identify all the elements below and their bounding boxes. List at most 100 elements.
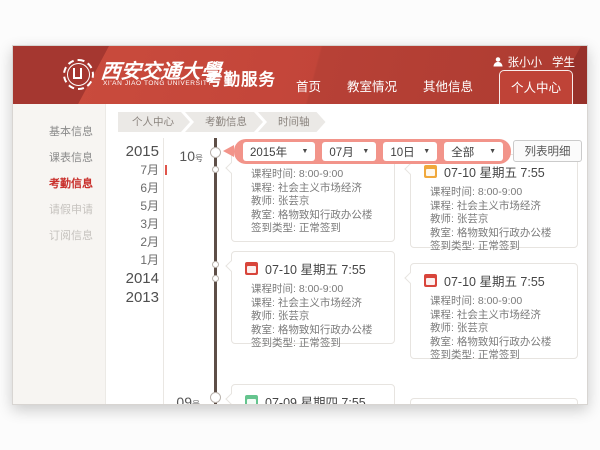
year-select[interactable]: 2015年 ▼ xyxy=(243,142,316,161)
breadcrumb-personal-center[interactable]: 个人中心 xyxy=(118,112,190,132)
user-role: 学生 xyxy=(552,57,575,69)
attendance-app-window: 西安交通大學 XI'AN JIAO TONG UNIVERSITY 考勤服务 张… xyxy=(12,45,588,405)
day-select[interactable]: 10日 ▼ xyxy=(383,142,438,161)
breadcrumb-attendance-info[interactable]: 考勤信息 xyxy=(185,112,263,132)
month-select-value: 07月 xyxy=(329,146,354,159)
card-teacher: 教师: 张芸京 xyxy=(430,213,489,226)
card-course: 课程: 社会主义市场经济 xyxy=(430,308,541,321)
breadcrumb-timeline[interactable]: 时间轴 xyxy=(258,112,326,132)
day-number: 10 xyxy=(179,148,195,164)
university-name-en: XI'AN JIAO TONG UNIVERSITY xyxy=(103,80,213,87)
attendance-card[interactable]: 课程时间: 8:00-9:00 课程: 社会主义市场经济 教师: 张芸京 教室:… xyxy=(225,149,395,242)
card-header: 07-10 星期五 7:55 xyxy=(411,155,577,184)
card-classroom: 教室: 格物致知行政办公楼 xyxy=(251,323,373,336)
attendance-card[interactable]: 07-10 星期五 7:55 课程时间: 8:00-9:00 课程: 社会主义市… xyxy=(404,263,578,361)
timeline-month-jul[interactable]: 7月 xyxy=(73,161,167,179)
nav-item-personal-center-active[interactable]: 个人中心 xyxy=(498,70,573,104)
card-course: 课程: 社会主义市场经济 xyxy=(251,181,362,194)
card-body: 课程时间: 8:00-9:00 课程: 社会主义市场经济 教师: 张芸京 教室:… xyxy=(411,184,577,254)
timeline-month-jan[interactable]: 1月 xyxy=(140,253,159,267)
card-header: 07-10 星期五 7:55 xyxy=(411,264,577,293)
card-course-time: 课程时间: 8:00-9:00 xyxy=(430,186,523,198)
day-select-value: 10日 xyxy=(390,146,415,159)
day-number: 09 xyxy=(176,394,192,405)
rail-divider xyxy=(163,138,164,404)
timeline-day-09: 09号 xyxy=(168,394,200,405)
university-logo-ring xyxy=(67,63,90,86)
chevron-down-icon: ▼ xyxy=(301,148,309,155)
year-select-value: 2015年 xyxy=(250,146,288,159)
chevron-down-icon: ▼ xyxy=(489,148,496,155)
sidebar-item-basic-info[interactable]: 基本信息 xyxy=(49,126,93,138)
list-detail-button[interactable]: 列表明细 xyxy=(513,140,582,162)
card-body: 课程时间: 8:00-9:00 课程: 社会主义市场经济 教师: 张芸京 教室:… xyxy=(232,150,394,236)
timeline-month-mar[interactable]: 3月 xyxy=(140,217,159,231)
month-label: 7月 xyxy=(140,163,159,177)
card-signin-type: 签到类型: 正常签到 xyxy=(251,222,341,235)
chevron-down-icon: ▼ xyxy=(362,148,370,155)
attendance-card[interactable] xyxy=(410,398,578,404)
current-month-marker xyxy=(165,165,167,175)
sidebar: 基本信息 课表信息 考勤信息 请假申请 订阅信息 xyxy=(13,104,106,404)
card-header: 07-09 星期四 7:55 xyxy=(232,385,394,405)
card-title: 07-10 星期五 7:55 xyxy=(444,275,545,289)
main-nav: 首页 教室情况 其他信息 个人中心 xyxy=(296,70,573,104)
card-title: 07-09 星期四 7:55 xyxy=(265,396,366,405)
card-signin-type: 签到类型: 正常签到 xyxy=(251,337,341,350)
timeline-node-card1 xyxy=(212,166,219,173)
day-suffix: 号 xyxy=(192,400,200,405)
attendance-status-icon xyxy=(424,274,437,287)
timeline-year-2014[interactable]: 2014 xyxy=(125,270,159,287)
timeline-node-day09 xyxy=(210,392,221,403)
filter-bubble-pointer xyxy=(223,145,234,157)
card-teacher: 教师: 张芸京 xyxy=(430,322,489,335)
type-select[interactable]: 全部 ▼ xyxy=(444,142,503,161)
card-classroom: 教室: 格物致知行政办公楼 xyxy=(430,226,552,239)
breadcrumb: 个人中心 考勤信息 时间轴 xyxy=(118,112,329,132)
app-header: 西安交通大學 XI'AN JIAO TONG UNIVERSITY 考勤服务 张… xyxy=(13,46,587,104)
filter-bar: 2015年 ▼ 07月 ▼ 10日 ▼ 全部 ▼ xyxy=(234,139,511,164)
app-title: 考勤服务 xyxy=(206,71,276,89)
header-shade xyxy=(13,46,587,104)
nav-item-other-info[interactable]: 其他信息 xyxy=(422,80,473,94)
card-course: 课程: 社会主义市场经济 xyxy=(430,199,541,212)
card-body: 课程时间: 8:00-9:00 课程: 社会主义市场经济 教师: 张芸京 教室:… xyxy=(232,281,394,351)
card-title: 07-10 星期五 7:55 xyxy=(444,166,545,180)
timeline-node-card4 xyxy=(212,275,219,282)
attendance-card[interactable]: 07-10 星期五 7:55 课程时间: 8:00-9:00 课程: 社会主义市… xyxy=(225,251,395,349)
nav-item-home[interactable]: 首页 xyxy=(295,80,321,94)
day-suffix: 号 xyxy=(195,154,203,163)
timeline-month-may[interactable]: 5月 xyxy=(140,199,159,213)
attendance-status-icon xyxy=(245,395,258,404)
chevron-down-icon: ▼ xyxy=(423,148,431,155)
timeline-month-jun[interactable]: 6月 xyxy=(140,181,159,195)
sidebar-item-leave-request[interactable]: 请假申请 xyxy=(49,204,93,216)
sidebar-item-subscription-info[interactable]: 订阅信息 xyxy=(49,230,93,242)
nav-item-classrooms[interactable]: 教室情况 xyxy=(346,80,397,94)
card-title: 07-10 星期五 7:55 xyxy=(265,263,366,277)
card-signin-type: 签到类型: 正常签到 xyxy=(430,349,520,362)
user-info[interactable]: 张小小 学生 xyxy=(492,54,575,70)
attendance-card[interactable]: 07-10 星期五 7:55 课程时间: 8:00-9:00 课程: 社会主义市… xyxy=(404,154,578,252)
sidebar-item-timetable-info[interactable]: 课表信息 xyxy=(49,152,93,164)
month-select[interactable]: 07月 ▼ xyxy=(322,142,377,161)
attendance-card[interactable]: 07-09 星期四 7:55 xyxy=(225,384,395,405)
card-classroom: 教室: 格物致知行政办公楼 xyxy=(251,208,373,221)
sidebar-list: 基本信息 课表信息 考勤信息 请假申请 订阅信息 xyxy=(13,104,105,248)
card-signin-type: 签到类型: 正常签到 xyxy=(430,240,520,253)
timeline-month-feb[interactable]: 2月 xyxy=(140,235,159,249)
card-course-time: 课程时间: 8:00-9:00 xyxy=(430,295,523,307)
attendance-status-icon xyxy=(424,165,437,178)
timeline-day-10: 10号 xyxy=(171,148,203,164)
sidebar-item-attendance-info[interactable]: 考勤信息 xyxy=(49,178,93,190)
attendance-status-icon xyxy=(245,262,258,275)
card-course: 课程: 社会主义市场经济 xyxy=(251,296,362,309)
timeline-year-2015[interactable]: 2015 xyxy=(125,143,159,160)
timeline-node-day10 xyxy=(210,147,221,158)
timeline-year-2013[interactable]: 2013 xyxy=(125,289,159,306)
card-teacher: 教师: 张芸京 xyxy=(251,195,310,208)
type-select-value: 全部 xyxy=(451,146,475,159)
card-classroom: 教室: 格物致知行政办公楼 xyxy=(430,335,552,348)
card-header: 07-10 星期五 7:55 xyxy=(232,252,394,281)
